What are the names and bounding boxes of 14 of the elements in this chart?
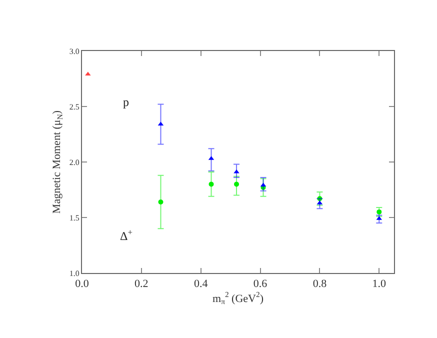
x-tick-label: 0.0 <box>75 278 90 290</box>
y-tick-label: 2.0 <box>69 158 80 167</box>
y-tick-label: 1.0 <box>69 268 80 278</box>
annotation: Δ$^{+}$ <box>120 228 133 244</box>
annotation: p <box>123 95 129 109</box>
x-tick-label: 0.2 <box>134 278 148 290</box>
y-tick-label: 1.5 <box>69 213 80 222</box>
y-tick-label: 2.5 <box>69 102 80 112</box>
y-tick-label: 3.0 <box>69 46 80 56</box>
x-axis-title: m$_{π}$$^{2}$ (GeV$^{2}$) <box>212 290 264 306</box>
x-tick-label: 0.4 <box>194 278 208 290</box>
x-tick-label: 0.8 <box>312 278 328 290</box>
x-tick-label: 1.0 <box>372 278 387 290</box>
x-tick-label: 0.6 <box>253 278 268 290</box>
